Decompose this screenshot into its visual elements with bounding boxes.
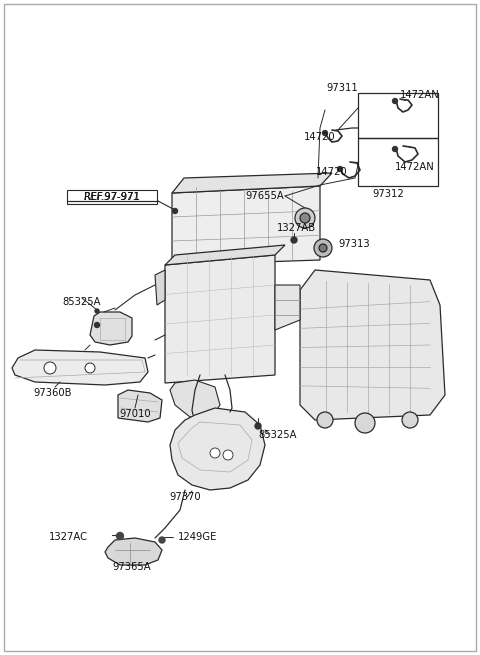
- Circle shape: [291, 237, 297, 243]
- Text: 97360B: 97360B: [34, 388, 72, 398]
- Polygon shape: [172, 173, 332, 193]
- Text: 97655A: 97655A: [246, 191, 284, 201]
- Circle shape: [314, 239, 332, 257]
- Text: 97312: 97312: [372, 189, 404, 199]
- Text: 14720: 14720: [304, 132, 336, 142]
- Text: 97010: 97010: [119, 409, 151, 419]
- Text: 1327AC: 1327AC: [48, 532, 87, 542]
- Polygon shape: [165, 255, 275, 383]
- Circle shape: [295, 208, 315, 228]
- Polygon shape: [170, 380, 220, 420]
- Text: 14720: 14720: [316, 167, 348, 177]
- Polygon shape: [12, 350, 148, 385]
- Circle shape: [85, 363, 95, 373]
- Text: 1472AN: 1472AN: [395, 162, 435, 172]
- Circle shape: [117, 533, 123, 540]
- Text: 1327AB: 1327AB: [276, 223, 315, 233]
- Circle shape: [95, 309, 99, 313]
- Polygon shape: [155, 270, 165, 305]
- Polygon shape: [165, 245, 285, 265]
- Circle shape: [393, 147, 397, 151]
- Bar: [358, 93, 438, 138]
- Polygon shape: [170, 408, 265, 490]
- Text: REF.97-971: REF.97-971: [84, 192, 140, 202]
- Text: 97365A: 97365A: [113, 562, 151, 572]
- Polygon shape: [275, 285, 300, 330]
- Circle shape: [255, 423, 261, 429]
- Circle shape: [159, 537, 165, 543]
- Text: 97370: 97370: [169, 492, 201, 502]
- Polygon shape: [300, 270, 445, 420]
- Text: REF.97-971: REF.97-971: [84, 192, 140, 202]
- Circle shape: [393, 98, 397, 103]
- Text: 97311: 97311: [326, 83, 358, 93]
- Text: 85325A: 85325A: [63, 297, 101, 307]
- Circle shape: [95, 322, 99, 328]
- Circle shape: [210, 448, 220, 458]
- Circle shape: [402, 412, 418, 428]
- Bar: [358, 138, 438, 186]
- Circle shape: [323, 130, 327, 136]
- Circle shape: [44, 362, 56, 374]
- Circle shape: [172, 208, 178, 214]
- Circle shape: [319, 244, 327, 252]
- Polygon shape: [118, 390, 162, 422]
- Circle shape: [337, 166, 343, 172]
- Text: 1249GE: 1249GE: [178, 532, 217, 542]
- Text: 1472AN: 1472AN: [400, 90, 440, 100]
- Text: 97313: 97313: [338, 239, 370, 249]
- Text: 85325A: 85325A: [259, 430, 297, 440]
- Circle shape: [300, 213, 310, 223]
- Polygon shape: [90, 312, 132, 345]
- Polygon shape: [105, 538, 162, 565]
- Polygon shape: [172, 186, 320, 265]
- Circle shape: [355, 413, 375, 433]
- Circle shape: [223, 450, 233, 460]
- Circle shape: [317, 412, 333, 428]
